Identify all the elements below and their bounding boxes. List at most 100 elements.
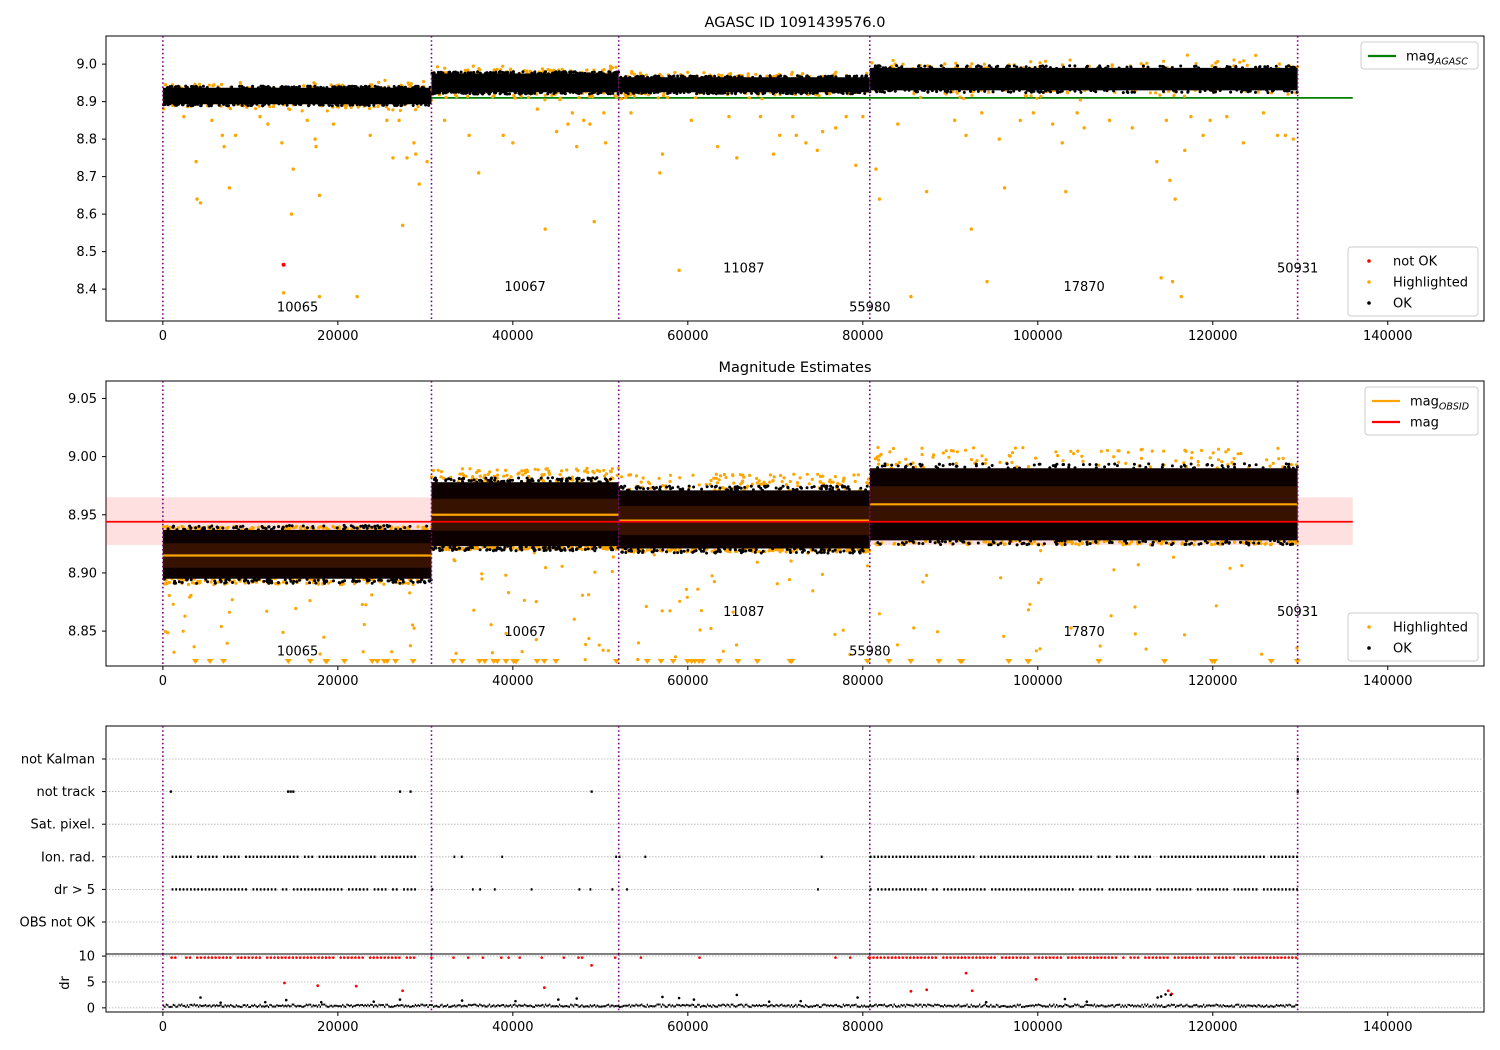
dr-point bbox=[307, 1004, 309, 1007]
magnitude-highlighted-outlier bbox=[610, 569, 614, 574]
magnitude-highlighted-point bbox=[1277, 457, 1281, 461]
agasc-ok-point bbox=[488, 90, 492, 94]
magnitude-ok-point bbox=[175, 528, 179, 532]
dr-point bbox=[785, 1005, 787, 1008]
agasc-ok-point bbox=[375, 85, 379, 89]
dr-point bbox=[221, 1005, 223, 1008]
dr-point bbox=[497, 1004, 499, 1007]
agasc-ok-point bbox=[717, 76, 721, 80]
magnitude-ok-point bbox=[1161, 463, 1165, 467]
magnitude-ok-point bbox=[671, 486, 675, 490]
flags-point bbox=[589, 888, 592, 891]
dr-point bbox=[301, 1005, 303, 1008]
magnitude-highlighted-point bbox=[604, 472, 609, 476]
flags-point bbox=[285, 855, 288, 858]
magnitude-highlighted-point bbox=[627, 473, 631, 477]
agasc-ok-point bbox=[177, 102, 181, 106]
flags-point bbox=[1237, 855, 1240, 858]
flags-ytick-label: not track bbox=[36, 785, 95, 800]
magnitude-ok-point bbox=[457, 477, 461, 480]
magnitude-clipped-marker bbox=[612, 659, 620, 664]
dr-point bbox=[753, 1004, 755, 1007]
magnitude-ok-point bbox=[493, 548, 497, 552]
magnitude-ok-point bbox=[822, 484, 826, 488]
agasc-ok-point bbox=[238, 84, 242, 88]
agasc-highlighted-point bbox=[987, 90, 991, 94]
magnitude-ok-point bbox=[277, 525, 281, 529]
magnitude-highlighted-point bbox=[436, 468, 440, 472]
magnitude-highlighted-outlier bbox=[787, 578, 792, 582]
dr-point bbox=[392, 1006, 394, 1008]
dr-point bbox=[248, 1006, 250, 1008]
flags-point bbox=[1218, 888, 1221, 891]
agasc-ok-point bbox=[540, 90, 544, 94]
magnitude-highlighted-point bbox=[969, 458, 974, 462]
magnitude-ok-point bbox=[876, 466, 880, 470]
dr-point bbox=[603, 1005, 605, 1008]
agasc-ok-point bbox=[590, 71, 594, 74]
agasc-ok-point bbox=[436, 91, 440, 95]
flags-point bbox=[950, 855, 953, 858]
magnitude-ok-point bbox=[189, 578, 193, 582]
agasc-highlighted-point bbox=[602, 68, 606, 72]
agasc-ok-point bbox=[1257, 66, 1261, 69]
agasc-highlighted-point bbox=[1182, 94, 1187, 98]
magnitude-xtick-label: 100000 bbox=[1013, 674, 1063, 689]
dr-point bbox=[743, 1005, 745, 1008]
flags-point bbox=[395, 855, 398, 858]
magnitude-highlighted-point bbox=[658, 548, 662, 552]
agasc-highlighted-point bbox=[1043, 59, 1048, 63]
dr-point bbox=[614, 1005, 617, 1008]
dr-point bbox=[211, 1004, 214, 1007]
dr-point bbox=[582, 1005, 584, 1008]
magnitude-highlighted-point bbox=[634, 474, 639, 478]
flags-point bbox=[1244, 855, 1247, 858]
agasc-ok-point bbox=[836, 90, 840, 94]
magnitude-highlighted-outlier bbox=[1240, 564, 1244, 568]
flags-point bbox=[230, 855, 233, 858]
magnitude-highlighted-outlier bbox=[811, 589, 815, 593]
flags-point bbox=[348, 888, 350, 891]
agasc-ok-point bbox=[1229, 90, 1233, 94]
agasc-ok-point bbox=[606, 91, 610, 95]
agasc-ok-point bbox=[695, 90, 699, 94]
magnitude-clipped-marker bbox=[476, 659, 483, 664]
agasc-highlighted-point bbox=[422, 80, 426, 84]
agasc-status-legend-marker bbox=[1367, 259, 1371, 263]
agasc-ok-point bbox=[602, 72, 605, 76]
dr-point bbox=[577, 1004, 579, 1007]
magnitude-ok-point bbox=[951, 462, 955, 466]
agasc-ok-point bbox=[690, 75, 694, 79]
magnitude-ok-point bbox=[401, 580, 405, 584]
magnitude-ok-point bbox=[687, 488, 691, 492]
flags-point bbox=[219, 888, 222, 891]
magnitude-ok-point bbox=[206, 580, 210, 584]
magnitude-ok-point bbox=[638, 486, 642, 490]
magnitude-ok-point bbox=[760, 488, 764, 492]
dr-point bbox=[164, 1005, 166, 1008]
agasc-highlighted-point bbox=[383, 78, 387, 82]
magnitude-highlighted-point bbox=[1210, 543, 1214, 547]
agasc-highlighted-outlier bbox=[198, 201, 203, 205]
magnitude-ok-point bbox=[598, 545, 602, 549]
magnitude-ok-point bbox=[1027, 542, 1031, 546]
flags-point bbox=[406, 888, 409, 891]
magnitude-highlighted-point bbox=[748, 473, 752, 477]
dr-point bbox=[518, 1004, 520, 1007]
flags-point bbox=[1222, 855, 1225, 858]
agasc-ok-point bbox=[875, 90, 879, 94]
flags-point bbox=[307, 888, 310, 891]
dr-point bbox=[267, 1006, 270, 1008]
dr-point bbox=[797, 1003, 800, 1006]
dr-point bbox=[767, 1005, 769, 1008]
magnitude-ok-point bbox=[948, 539, 952, 543]
magnitude-ok-point bbox=[815, 551, 819, 555]
magnitude-ok-point bbox=[256, 528, 260, 532]
agasc-ytick-label: 8.5 bbox=[76, 245, 97, 260]
magnitude-ok-point bbox=[232, 526, 236, 530]
magnitude-highlighted-point bbox=[474, 546, 478, 550]
magnitude-highlighted-point bbox=[738, 473, 743, 477]
flags-point bbox=[1196, 855, 1199, 858]
magnitude-highlighted-point bbox=[1015, 465, 1019, 469]
magnitude-highlighted-point bbox=[954, 461, 958, 466]
